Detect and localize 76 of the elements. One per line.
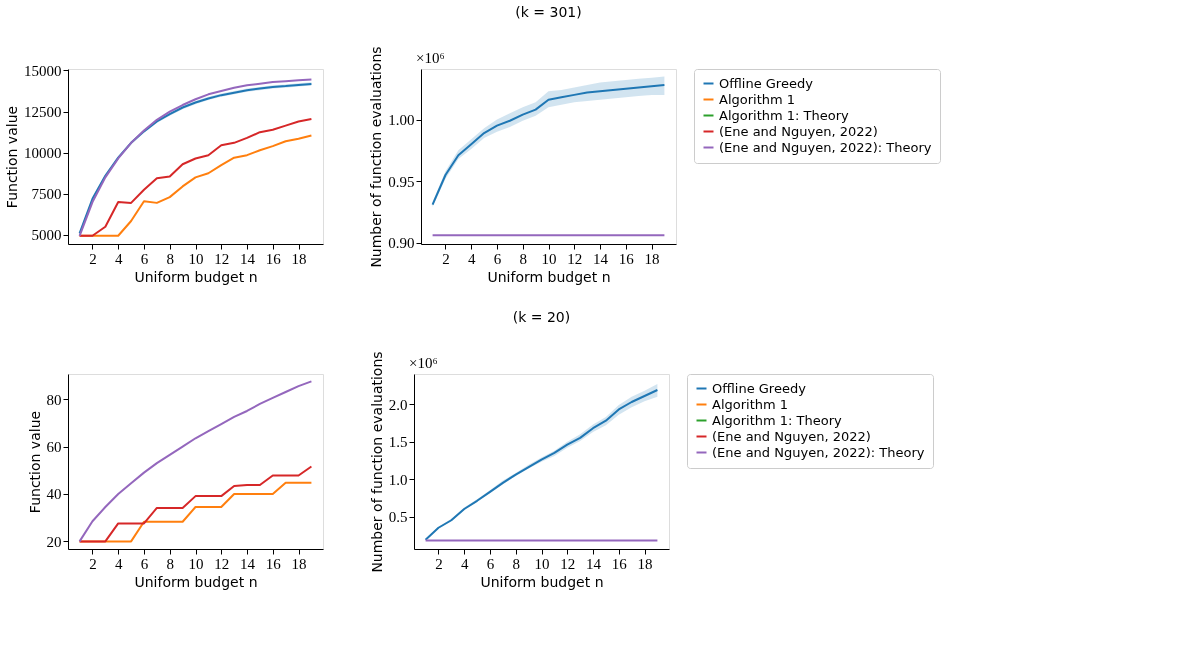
x-axis-title: Uniform budget n	[134, 268, 258, 285]
x-tick-label: 10	[541, 250, 557, 267]
x-tick-label: 4	[460, 555, 469, 572]
y-tick-label: 1.5	[388, 434, 408, 451]
legend-label: Algorithm 1: Theory	[719, 107, 850, 123]
x-tick-label: 4	[114, 250, 123, 267]
x-tick-label: 18	[637, 555, 653, 572]
y-axis-title: Function value	[26, 410, 43, 514]
x-tick-label: 2	[442, 250, 450, 267]
x-tick-label: 4	[467, 250, 476, 267]
y-tick-label: 12500	[24, 104, 62, 121]
x-tick-label: 16	[265, 555, 282, 572]
chart-title: (k = 301)	[515, 3, 582, 20]
x-tick-label: 12	[567, 250, 583, 267]
y-tick-label: 0.90	[388, 235, 415, 252]
legend-label: Offline Greedy	[712, 380, 807, 396]
x-tick-label: 12	[560, 555, 576, 572]
x-tick-label: 18	[644, 250, 660, 267]
y-tick-label: 5000	[31, 227, 62, 244]
y-tick-label: 1.00	[388, 112, 415, 129]
y-tick-label: 10000	[24, 145, 62, 162]
x-tick-label: 4	[114, 555, 123, 572]
chart-title: (k = 20)	[512, 308, 571, 325]
y-axis-title: Number of function evaluations	[368, 46, 385, 268]
x-axis-title: Uniform budget n	[480, 573, 604, 590]
legend-label: (Ene and Nguyen, 2022): Theory	[712, 444, 925, 460]
y-tick-label: 7500	[31, 186, 62, 203]
x-tick-label: 6	[493, 250, 502, 267]
legend-label: (Ene and Nguyen, 2022)	[719, 123, 878, 139]
x-tick-label: 10	[188, 555, 204, 572]
x-tick-label: 12	[214, 555, 230, 572]
y-tick-label: 80	[46, 391, 62, 408]
y-tick-label: 1.0	[388, 471, 408, 488]
legend-label: (Ene and Nguyen, 2022): Theory	[719, 139, 932, 155]
x-tick-label: 10	[534, 555, 550, 572]
x-tick-label: 2	[89, 555, 97, 572]
y-tick-label: 0.5	[388, 509, 408, 526]
line-series	[78, 465, 313, 543]
legend-label: Algorithm 1	[712, 396, 789, 412]
text: ×10⁶	[416, 50, 445, 66]
x-tick-label: 8	[512, 555, 520, 572]
y-tick-label: 20	[46, 533, 62, 550]
x-tick-label: 16	[265, 250, 282, 267]
x-tick-label: 14	[240, 555, 256, 572]
y-tick-label: 40	[46, 486, 62, 503]
line-series	[78, 380, 313, 543]
x-tick-label: 2	[435, 555, 443, 572]
text: ×10⁶	[409, 355, 438, 371]
y-tick-label: 0.95	[388, 173, 415, 190]
x-tick-label: 2	[89, 250, 97, 267]
legend-label: Algorithm 1	[719, 91, 796, 107]
x-axis-title: Uniform budget n	[134, 573, 258, 590]
x-tick-label: 18	[291, 555, 307, 572]
y-tick-label: 15000	[24, 62, 62, 79]
x-axis-title: Uniform budget n	[487, 268, 611, 285]
x-tick-label: 14	[593, 250, 609, 267]
y-axis-title: Function value	[4, 105, 20, 209]
x-tick-label: 14	[240, 250, 256, 267]
x-tick-label: 6	[140, 555, 149, 572]
y-tick-label: 2.0	[388, 396, 408, 413]
x-tick-label: 16	[611, 555, 628, 572]
x-tick-label: 8	[166, 250, 174, 267]
x-tick-label: 12	[214, 250, 230, 267]
x-tick-label: 8	[166, 555, 174, 572]
x-tick-label: 14	[586, 555, 602, 572]
y-axis-title: Number of function evaluations	[368, 351, 385, 573]
x-tick-label: 10	[188, 250, 204, 267]
x-tick-label: 8	[519, 250, 527, 267]
x-tick-label: 18	[291, 250, 307, 267]
x-tick-label: 16	[618, 250, 635, 267]
y-tick-label: 60	[46, 439, 62, 456]
legend-label: Offline Greedy	[719, 75, 814, 91]
x-tick-label: 6	[486, 555, 495, 572]
legend-label: (Ene and Nguyen, 2022)	[712, 428, 871, 444]
legend-label: Algorithm 1: Theory	[712, 412, 843, 428]
x-tick-label: 6	[140, 250, 149, 267]
